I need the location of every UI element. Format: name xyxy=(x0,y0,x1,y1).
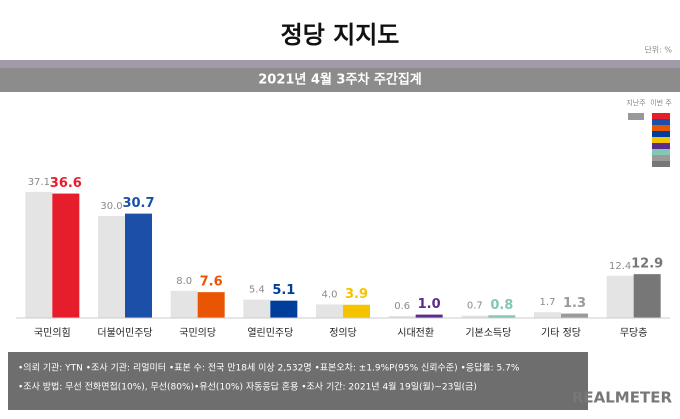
value-label: 0.7 xyxy=(467,301,483,312)
bar xyxy=(388,315,416,318)
bar xyxy=(415,314,443,318)
value-label: 0.6 xyxy=(394,301,410,312)
x-tick-label: 기본소득당 xyxy=(465,327,511,339)
footer-note: •의뢰 기관: YTN •조사 기관: 리얼미터 •표본 수: 전국 만18세 … xyxy=(18,362,520,374)
bar xyxy=(316,304,343,318)
header-stripe xyxy=(0,60,680,68)
footer-box xyxy=(8,352,588,410)
x-tick-label: 더불어민주당 xyxy=(97,327,152,339)
value-label: 0.8 xyxy=(490,298,513,313)
legend-swatch xyxy=(652,131,670,137)
value-label: 3.9 xyxy=(345,287,368,302)
x-tick-label: 기타 정당 xyxy=(541,327,581,339)
legend-label: 지난주 xyxy=(626,98,646,107)
bar xyxy=(170,290,198,318)
value-label: 30.7 xyxy=(122,196,154,211)
x-tick-label: 시대전환 xyxy=(397,327,434,339)
value-label: 5.1 xyxy=(272,283,295,298)
x-tick-label: 정의당 xyxy=(329,327,357,339)
legend-swatch xyxy=(652,113,670,119)
x-tick-label: 국민의당 xyxy=(179,327,216,339)
x-tick-label: 열린민주당 xyxy=(247,327,293,339)
value-label: 5.4 xyxy=(249,285,265,296)
value-label: 37.1 xyxy=(28,177,50,188)
bar xyxy=(534,312,561,318)
value-label: 7.6 xyxy=(200,275,223,290)
bar xyxy=(25,191,53,318)
bar xyxy=(125,213,152,318)
bar xyxy=(243,299,271,318)
x-tick-label: 무당층 xyxy=(620,327,648,339)
brand: REALMETER xyxy=(572,389,673,407)
bar xyxy=(488,315,516,318)
value-label: 1.7 xyxy=(540,297,556,308)
bar xyxy=(197,292,225,318)
value-label: 4.0 xyxy=(322,289,338,300)
legend-swatch xyxy=(628,113,644,120)
legend-swatch xyxy=(652,149,670,155)
bar xyxy=(561,313,588,318)
unit-note: 단위: % xyxy=(644,45,672,55)
legend-swatch xyxy=(652,143,670,149)
bar xyxy=(52,193,80,318)
bar xyxy=(270,300,298,318)
footer-note: •조사 방법: 무선 전화면접(10%), 무선(80%)•유선(10%) 자동… xyxy=(18,381,477,393)
value-label: 30.0 xyxy=(100,201,122,212)
bar xyxy=(343,304,370,318)
legend-swatch xyxy=(652,155,670,161)
legend-swatch xyxy=(652,119,670,125)
bar xyxy=(606,275,634,318)
bar xyxy=(461,315,489,318)
legend-swatch xyxy=(652,125,670,131)
bar xyxy=(98,216,125,318)
subtitle: 2021년 4월 3주차 주간집계 xyxy=(258,72,422,88)
value-label: 1.0 xyxy=(418,297,441,312)
value-label: 12.4 xyxy=(609,261,631,272)
bar xyxy=(633,274,661,318)
value-label: 1.3 xyxy=(563,296,586,311)
legend-swatch xyxy=(652,161,670,167)
value-label: 12.9 xyxy=(631,257,663,272)
chart-title: 정당 지지도 xyxy=(281,21,400,49)
legend-label: 이번 주 xyxy=(650,98,672,107)
value-label: 36.6 xyxy=(50,176,82,191)
legend-swatch xyxy=(652,137,670,143)
subtitle-band xyxy=(0,68,680,92)
x-tick-label: 국민의힘 xyxy=(34,327,71,339)
value-label: 8.0 xyxy=(176,276,192,287)
